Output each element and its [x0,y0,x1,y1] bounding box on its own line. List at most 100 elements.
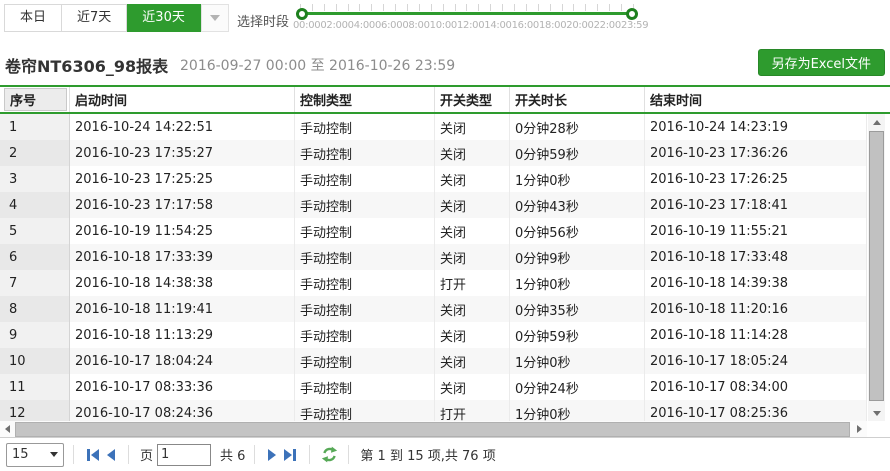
table-cell: 手动控制 [295,348,435,374]
refresh-button[interactable] [319,445,339,465]
table-row[interactable]: 8 2016-10-18 11:19:41 手动控制 关闭 0分钟35秒 2016-10-… [0,296,867,322]
row-number-cell: 10 [0,348,70,374]
slider-tick [395,4,397,11]
table-row[interactable]: 10 2016-10-17 18:04:24 手动控制 关闭 1分钟0秒 2016-10-… [0,348,867,374]
table-cell: 2016-10-17 08:34:00 [645,374,867,400]
scroll-up-button[interactable] [868,114,885,130]
slider-tick-label: 10:00 [429,20,458,31]
row-number-cell: 9 [0,322,70,348]
last-page-icon [293,448,297,461]
save-as-excel-button[interactable]: 另存为Excel文件 [757,49,885,76]
triangle-left-icon [4,425,10,433]
table-cell: 手动控制 [295,166,435,192]
column-header-1[interactable]: 启动时间 [70,87,295,112]
first-page-button[interactable] [83,448,103,461]
column-header-4[interactable]: 开关时长 [510,87,645,112]
slider-tick [323,4,325,11]
row-number-cell: 12 [0,400,70,421]
slider-tick [347,4,349,11]
table-cell: 打开 [435,270,510,296]
slider-track[interactable] [296,7,638,20]
column-header-5[interactable]: 结束时间 [650,94,703,109]
slider-tick [311,4,313,11]
table-cell: 2016-10-23 17:18:41 [645,192,867,218]
range-dropdown-button[interactable] [200,4,229,32]
slider-tick-label: 23:59 [620,20,649,31]
table-row[interactable]: 9 2016-10-18 11:13:29 手动控制 关闭 0分钟59秒 2016-10-… [0,322,867,348]
row-number-cell: 3 [0,166,70,192]
vertical-scrollbar-thumb[interactable] [869,131,884,401]
table-cell: 2016-10-17 08:24:36 [70,400,295,421]
divider [309,445,311,464]
table-row[interactable]: 6 2016-10-18 17:33:39 手动控制 关闭 0分钟9秒 2016-10-1… [0,244,867,270]
table-cell: 2016-10-18 11:20:16 [645,296,867,322]
slider-tick-labels: 00:00 02:00 04:00 06:00 08:00 10:00 12:00 14:00… [293,20,649,31]
last-page-button[interactable] [280,448,300,461]
table-header: 序号 启动时间 控制类型 开关类型 开关时长 结束时间 [0,87,890,114]
slider-tick [359,4,361,11]
table-cell: 2016-10-19 11:55:21 [645,218,867,244]
page-number-input[interactable] [157,443,212,466]
slider-tick [502,4,504,11]
slider-tick [407,4,409,11]
divider [348,445,350,464]
row-number-cell: 4 [0,192,70,218]
table-cell: 2016-10-23 17:25:25 [70,166,295,192]
table-row[interactable]: 3 2016-10-23 17:25:25 手动控制 关闭 1分钟0秒 2016-10-2… [0,166,867,192]
column-header-seq-box[interactable]: 序号 [4,88,67,111]
slider-tick-label: 06:00 [374,20,403,31]
date-range-label: 2016-09-27 00:00 至 2016-10-26 23:59 [180,58,456,74]
table-cell: 0分钟59秒 [510,140,645,166]
scroll-left-button[interactable] [0,421,14,437]
table-row[interactable]: 5 2016-10-19 11:54:25 手动控制 关闭 0分钟56秒 2016-10-… [0,218,867,244]
table-cell: 2016-10-18 14:39:38 [645,270,867,296]
table-row[interactable]: 11 2016-10-17 08:33:36 手动控制 关闭 0分钟24秒 2016-10… [0,374,867,400]
table-row[interactable]: 7 2016-10-18 14:38:38 手动控制 打开 1分钟0秒 2016-10-1… [0,270,867,296]
table-cell: 2016-10-18 11:14:28 [645,322,867,348]
vertical-scrollbar[interactable] [868,114,885,421]
slider-tick-label: 20:00 [566,20,594,31]
time-range-slider[interactable]: 00:00 02:00 04:00 06:00 08:00 10:00 12:00 14:00… [293,0,649,44]
table-row[interactable]: 2 2016-10-23 17:35:27 手动控制 关闭 0分钟59秒 2016-10-… [0,140,867,166]
range-button-1[interactable]: 近7天 [62,4,128,32]
scroll-right-button[interactable] [851,421,867,437]
page-size-select[interactable]: 15 [6,442,64,467]
horizontal-scrollbar[interactable] [0,421,867,437]
table-cell: 2016-10-23 17:35:27 [70,140,295,166]
table-cell: 关闭 [435,244,510,270]
slider-tick-label: 22:00 [593,20,622,31]
table-cell: 手动控制 [295,218,435,244]
table-row[interactable]: 1 2016-10-24 14:22:51 手动控制 关闭 0分钟28秒 2016-10-… [0,114,867,140]
slider-handle-end[interactable] [626,7,638,20]
range-button-0[interactable]: 本日 [4,4,63,32]
slider-tick [478,4,480,11]
column-header-2[interactable]: 控制类型 [295,87,435,112]
slider-ticks [300,4,634,11]
table-cell: 手动控制 [295,114,435,140]
range-button-group: 本日 近7天 近30天 [4,4,229,32]
row-number-cell: 5 [0,218,70,244]
slider-tick [597,4,599,11]
scroll-down-button[interactable] [868,405,885,421]
slider-handle-start[interactable] [296,7,308,20]
prev-triangle-icon [91,448,99,461]
table-cell: 关闭 [435,166,510,192]
page-word-label: 页 [140,449,154,464]
row-number-cell: 1 [0,114,70,140]
slider-tick [537,4,539,11]
table-cell: 手动控制 [295,192,435,218]
table-cell: 2016-10-17 18:04:24 [70,348,295,374]
table-row[interactable]: 12 2016-10-17 08:24:36 手动控制 打开 1分钟0秒 2016-10-… [0,400,867,421]
range-button-2-active[interactable]: 近30天 [127,4,201,32]
row-number-cell: 8 [0,296,70,322]
triangle-up-icon [872,119,881,125]
table-row[interactable]: 4 2016-10-23 17:17:58 手动控制 关闭 0分钟43秒 2016-10-… [0,192,867,218]
column-header-0[interactable]: 序号 [0,87,70,112]
next-page-button[interactable] [264,448,280,461]
column-header-3[interactable]: 开关类型 [435,87,510,112]
prev-page-button[interactable] [103,448,119,461]
horizontal-scrollbar-thumb[interactable] [15,422,850,437]
table-cell: 手动控制 [295,296,435,322]
table-cell: 2016-10-17 08:33:36 [70,374,295,400]
